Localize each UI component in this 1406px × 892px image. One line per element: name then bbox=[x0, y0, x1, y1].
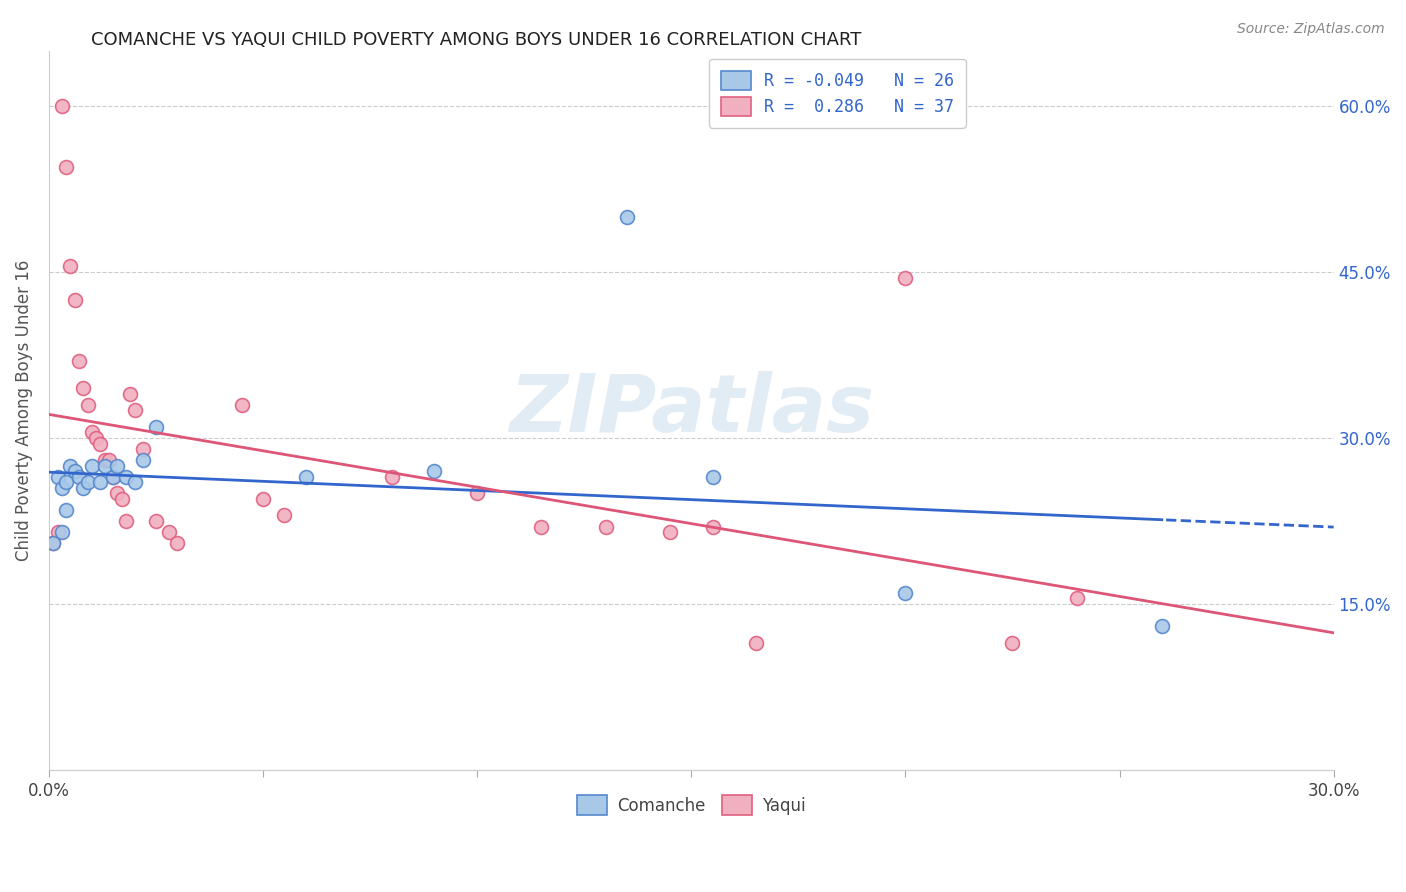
Point bbox=[72, 481, 94, 495]
Point bbox=[63, 464, 86, 478]
Point bbox=[46, 469, 69, 483]
Point bbox=[115, 514, 138, 528]
Point bbox=[67, 469, 90, 483]
Point bbox=[120, 386, 142, 401]
Point bbox=[894, 270, 917, 285]
Point bbox=[55, 475, 77, 490]
Point bbox=[124, 403, 146, 417]
Point bbox=[111, 491, 134, 506]
Point bbox=[80, 458, 103, 473]
Point bbox=[124, 475, 146, 490]
Point bbox=[89, 436, 111, 450]
Point bbox=[231, 398, 253, 412]
Point bbox=[658, 524, 681, 539]
Point bbox=[744, 636, 766, 650]
Point bbox=[380, 469, 402, 483]
Point bbox=[1001, 636, 1024, 650]
Point bbox=[76, 475, 98, 490]
Point bbox=[67, 353, 90, 368]
Point bbox=[145, 420, 167, 434]
Point bbox=[84, 431, 107, 445]
Point bbox=[145, 514, 167, 528]
Point bbox=[423, 464, 446, 478]
Point bbox=[103, 469, 125, 483]
Point bbox=[42, 536, 65, 550]
Point bbox=[51, 99, 73, 113]
Point bbox=[1152, 619, 1174, 633]
Text: COMANCHE VS YAQUI CHILD POVERTY AMONG BOYS UNDER 16 CORRELATION CHART: COMANCHE VS YAQUI CHILD POVERTY AMONG BO… bbox=[91, 31, 862, 49]
Point bbox=[702, 519, 724, 533]
Point bbox=[51, 481, 73, 495]
Point bbox=[55, 503, 77, 517]
Text: ZIPatlas: ZIPatlas bbox=[509, 371, 873, 450]
Point bbox=[132, 453, 155, 467]
Point bbox=[63, 293, 86, 307]
Point bbox=[166, 536, 188, 550]
Point bbox=[76, 398, 98, 412]
Point bbox=[46, 524, 69, 539]
Point bbox=[273, 508, 295, 523]
Legend: Comanche, Yaqui: Comanche, Yaqui bbox=[565, 784, 817, 826]
Point bbox=[55, 160, 77, 174]
Point bbox=[59, 458, 82, 473]
Point bbox=[115, 469, 138, 483]
Point bbox=[93, 458, 115, 473]
Text: Source: ZipAtlas.com: Source: ZipAtlas.com bbox=[1237, 22, 1385, 37]
Point bbox=[1066, 591, 1088, 606]
Point bbox=[595, 519, 617, 533]
Point bbox=[51, 524, 73, 539]
Point bbox=[72, 381, 94, 395]
Point bbox=[93, 453, 115, 467]
Point bbox=[157, 524, 180, 539]
Point bbox=[132, 442, 155, 456]
Point bbox=[616, 210, 638, 224]
Point bbox=[97, 453, 120, 467]
Point bbox=[107, 486, 129, 500]
Point bbox=[894, 586, 917, 600]
Point bbox=[465, 486, 488, 500]
Point bbox=[103, 469, 125, 483]
Point bbox=[80, 425, 103, 440]
Y-axis label: Child Poverty Among Boys Under 16: Child Poverty Among Boys Under 16 bbox=[15, 260, 32, 561]
Point bbox=[42, 536, 65, 550]
Point bbox=[89, 475, 111, 490]
Point bbox=[530, 519, 553, 533]
Point bbox=[59, 260, 82, 274]
Point bbox=[702, 469, 724, 483]
Point bbox=[107, 458, 129, 473]
Point bbox=[295, 469, 318, 483]
Point bbox=[252, 491, 274, 506]
